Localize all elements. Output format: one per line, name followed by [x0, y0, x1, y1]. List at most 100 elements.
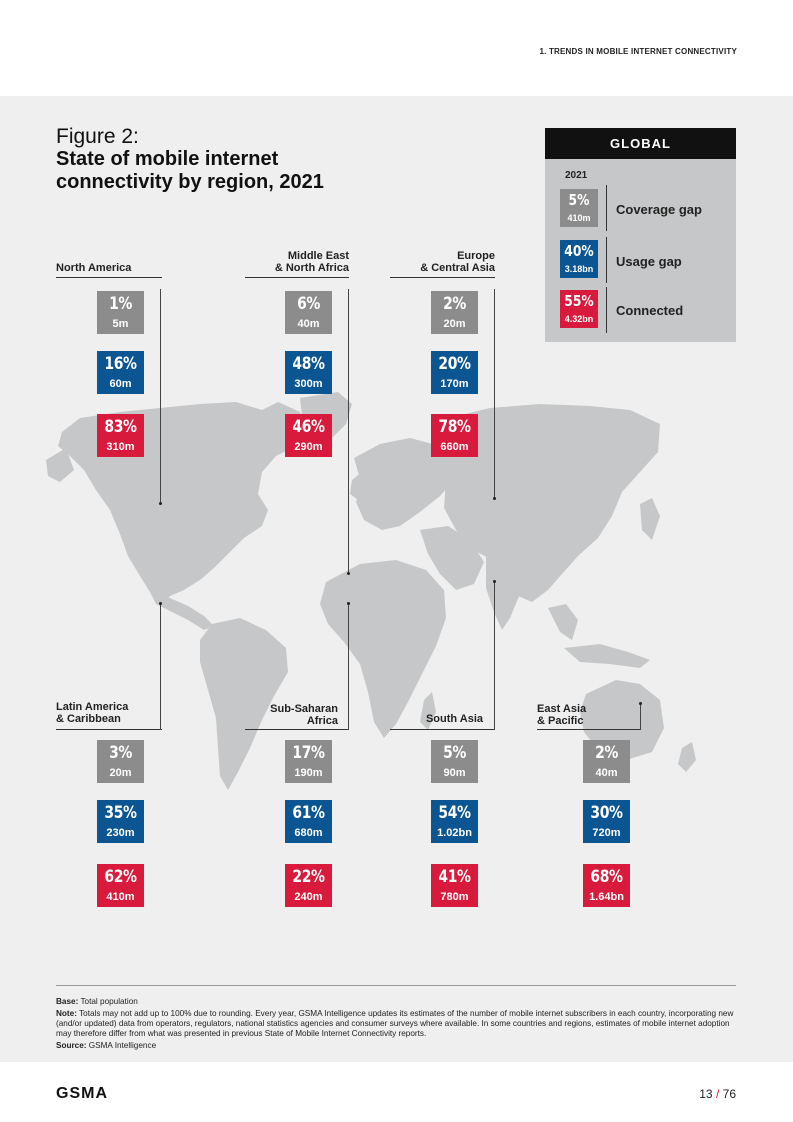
stat-num: 310m: [106, 441, 135, 453]
stat-connected-south-asia: 41% 780m: [431, 864, 478, 907]
region-title-europe-central-asia: Europe & Central Asia: [420, 250, 495, 274]
map-uk: [350, 472, 366, 500]
global-usage-box: 40% 3.18bn: [560, 240, 598, 278]
stat-connected-latin-america: 62% 410m: [97, 864, 144, 907]
region-leader-line: [160, 604, 161, 730]
stat-num: 660m: [440, 441, 469, 453]
stat-usage-mena: 48% 300m: [285, 351, 332, 394]
stat-coverage-east-asia-pacific: 2% 40m: [583, 740, 630, 783]
map-middle-east: [420, 526, 484, 590]
region-leader-line: [494, 582, 495, 730]
stat-num: 170m: [440, 378, 469, 390]
map-new-zealand: [678, 742, 696, 772]
region-leader-line: [494, 289, 495, 499]
stat-coverage-south-asia: 5% 90m: [431, 740, 478, 783]
base-note: Base: Total population: [56, 997, 738, 1007]
region-leader-line: [640, 704, 641, 730]
stat-connected-north-america: 83% 310m: [97, 414, 144, 457]
base-text: Total population: [80, 997, 138, 1006]
stat-num: 240m: [294, 891, 323, 903]
map-central-america: [150, 592, 214, 630]
region-title-latin-america: Latin America & Caribbean: [56, 701, 129, 725]
note-text: Totals may not add up to 100% due to rou…: [56, 1009, 734, 1038]
stat-num: 230m: [106, 827, 135, 839]
map-alaska: [46, 448, 74, 482]
region-title-sub-saharan-africa: Sub-Saharan Africa: [270, 703, 338, 727]
region-rule: [245, 729, 349, 730]
stat-pct: 2%: [595, 743, 618, 763]
stat-coverage-mena: 6% 40m: [285, 291, 332, 334]
stat-coverage-europe-central-asia: 2% 20m: [431, 291, 478, 334]
stat-connected-sub-saharan-africa: 22% 240m: [285, 864, 332, 907]
region-leader-dot: [347, 602, 350, 605]
global-year: 2021: [565, 170, 588, 181]
stat-num: 60m: [109, 378, 132, 390]
gsma-logo: GSMA: [56, 1085, 108, 1102]
stat-pct: 61%: [292, 803, 325, 823]
source-note: Source: GSMA Intelligence: [56, 1041, 738, 1051]
stat-usage-latin-america: 35% 230m: [97, 800, 144, 843]
stat-pct: 62%: [104, 867, 137, 887]
stat-pct: 17%: [292, 743, 325, 763]
stat-pct: 2%: [443, 294, 466, 314]
global-coverage-num: 410m: [567, 213, 591, 223]
stat-coverage-latin-america: 3% 20m: [97, 740, 144, 783]
stat-pct: 5%: [443, 743, 466, 763]
stat-pct: 1%: [109, 294, 132, 314]
region-rule: [245, 277, 349, 278]
stat-pct: 20%: [438, 354, 471, 374]
figure-label: Figure 2:: [56, 125, 139, 148]
region-leader-dot: [347, 572, 350, 575]
stat-pct: 16%: [104, 354, 137, 374]
map-indonesia: [564, 644, 650, 668]
stat-connected-europe-central-asia: 78% 660m: [431, 414, 478, 457]
stat-usage-east-asia-pacific: 30% 720m: [583, 800, 630, 843]
stat-coverage-sub-saharan-africa: 17% 190m: [285, 740, 332, 783]
region-leader-dot: [159, 602, 162, 605]
global-heading: GLOBAL: [545, 128, 736, 159]
stat-num: 5m: [112, 318, 129, 330]
stat-pct: 22%: [292, 867, 325, 887]
stat-num: 1.64bn: [589, 891, 624, 903]
figure-title: State of mobile internet connectivity by…: [56, 148, 324, 193]
global-coverage-box: 5% 410m: [560, 189, 598, 227]
stat-pct: 48%: [292, 354, 325, 374]
stat-num: 780m: [440, 891, 469, 903]
map-south-america: [200, 618, 288, 790]
stat-num: 290m: [294, 441, 323, 453]
map-southeast-asia: [548, 604, 578, 640]
stat-num: 720m: [592, 827, 621, 839]
region-rule: [390, 277, 495, 278]
region-leader-line: [160, 289, 161, 504]
region-rule: [56, 729, 162, 730]
stat-pct: 6%: [297, 294, 320, 314]
stat-num: 20m: [443, 318, 466, 330]
notes-divider: [56, 985, 736, 986]
global-connected-label: Connected: [616, 303, 684, 318]
stat-pct: 46%: [292, 417, 325, 437]
global-separator: [606, 287, 607, 333]
region-rule: [390, 729, 495, 730]
global-separator: [606, 185, 607, 231]
stat-coverage-north-america: 1% 5m: [97, 291, 144, 334]
stat-num: 410m: [106, 891, 135, 903]
stat-pct: 78%: [438, 417, 471, 437]
region-rule: [56, 277, 162, 278]
region-rule: [537, 729, 641, 730]
region-leader-line: [348, 604, 349, 730]
region-leader-dot: [159, 502, 162, 505]
stat-num: 20m: [109, 767, 132, 779]
region-leader-dot: [493, 497, 496, 500]
stat-pct: 41%: [438, 867, 471, 887]
stat-pct: 3%: [109, 743, 132, 763]
source-label: Source:: [56, 1041, 87, 1050]
stat-usage-south-asia: 54% 1.02bn: [431, 800, 478, 843]
stat-pct: 54%: [438, 803, 471, 823]
global-usage-pct: 40%: [564, 242, 594, 260]
region-leader-dot: [493, 580, 496, 583]
map-india: [486, 556, 526, 630]
general-note: Note: Totals may not add up to 100% due …: [56, 1009, 738, 1039]
region-title-mena: Middle East & North Africa: [274, 250, 349, 274]
global-coverage-pct: 5%: [568, 191, 590, 209]
global-usage-num: 3.18bn: [564, 264, 594, 274]
